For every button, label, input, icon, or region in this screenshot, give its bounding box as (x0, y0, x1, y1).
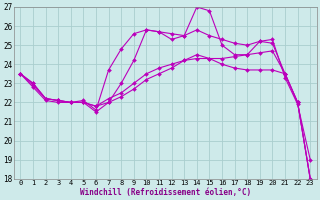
X-axis label: Windchill (Refroidissement éolien,°C): Windchill (Refroidissement éolien,°C) (80, 188, 251, 197)
